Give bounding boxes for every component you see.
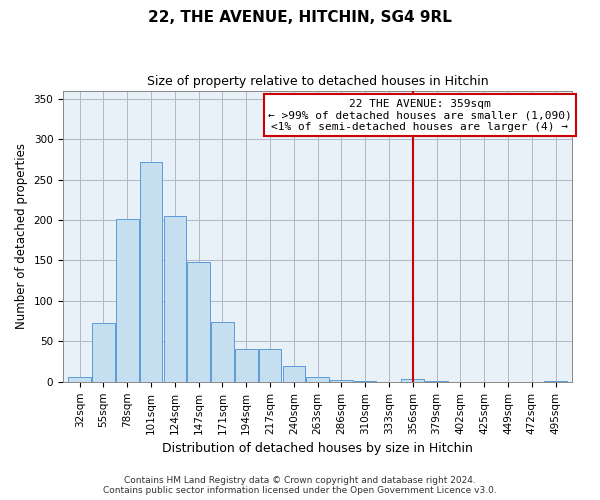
Text: 22, THE AVENUE, HITCHIN, SG4 9RL: 22, THE AVENUE, HITCHIN, SG4 9RL [148,10,452,25]
Bar [140,162,163,382]
Text: 22 THE AVENUE: 359sqm
← >99% of detached houses are smaller (1,090)
<1% of semi-: 22 THE AVENUE: 359sqm ← >99% of detached… [268,98,572,132]
Bar [235,348,257,382]
Bar [68,377,91,382]
Bar [187,262,210,382]
Bar [330,380,353,382]
Bar [116,219,139,382]
Bar [211,322,234,382]
Y-axis label: Number of detached properties: Number of detached properties [15,143,28,329]
Bar [92,323,115,382]
Bar [401,380,424,382]
Bar [354,381,376,382]
X-axis label: Distribution of detached houses by size in Hitchin: Distribution of detached houses by size … [162,442,473,455]
Bar [544,381,567,382]
Bar [425,381,448,382]
Bar [259,348,281,382]
Bar [307,377,329,382]
Bar [164,216,186,382]
Text: Contains HM Land Registry data © Crown copyright and database right 2024.
Contai: Contains HM Land Registry data © Crown c… [103,476,497,495]
Bar [283,366,305,382]
Title: Size of property relative to detached houses in Hitchin: Size of property relative to detached ho… [147,75,488,88]
